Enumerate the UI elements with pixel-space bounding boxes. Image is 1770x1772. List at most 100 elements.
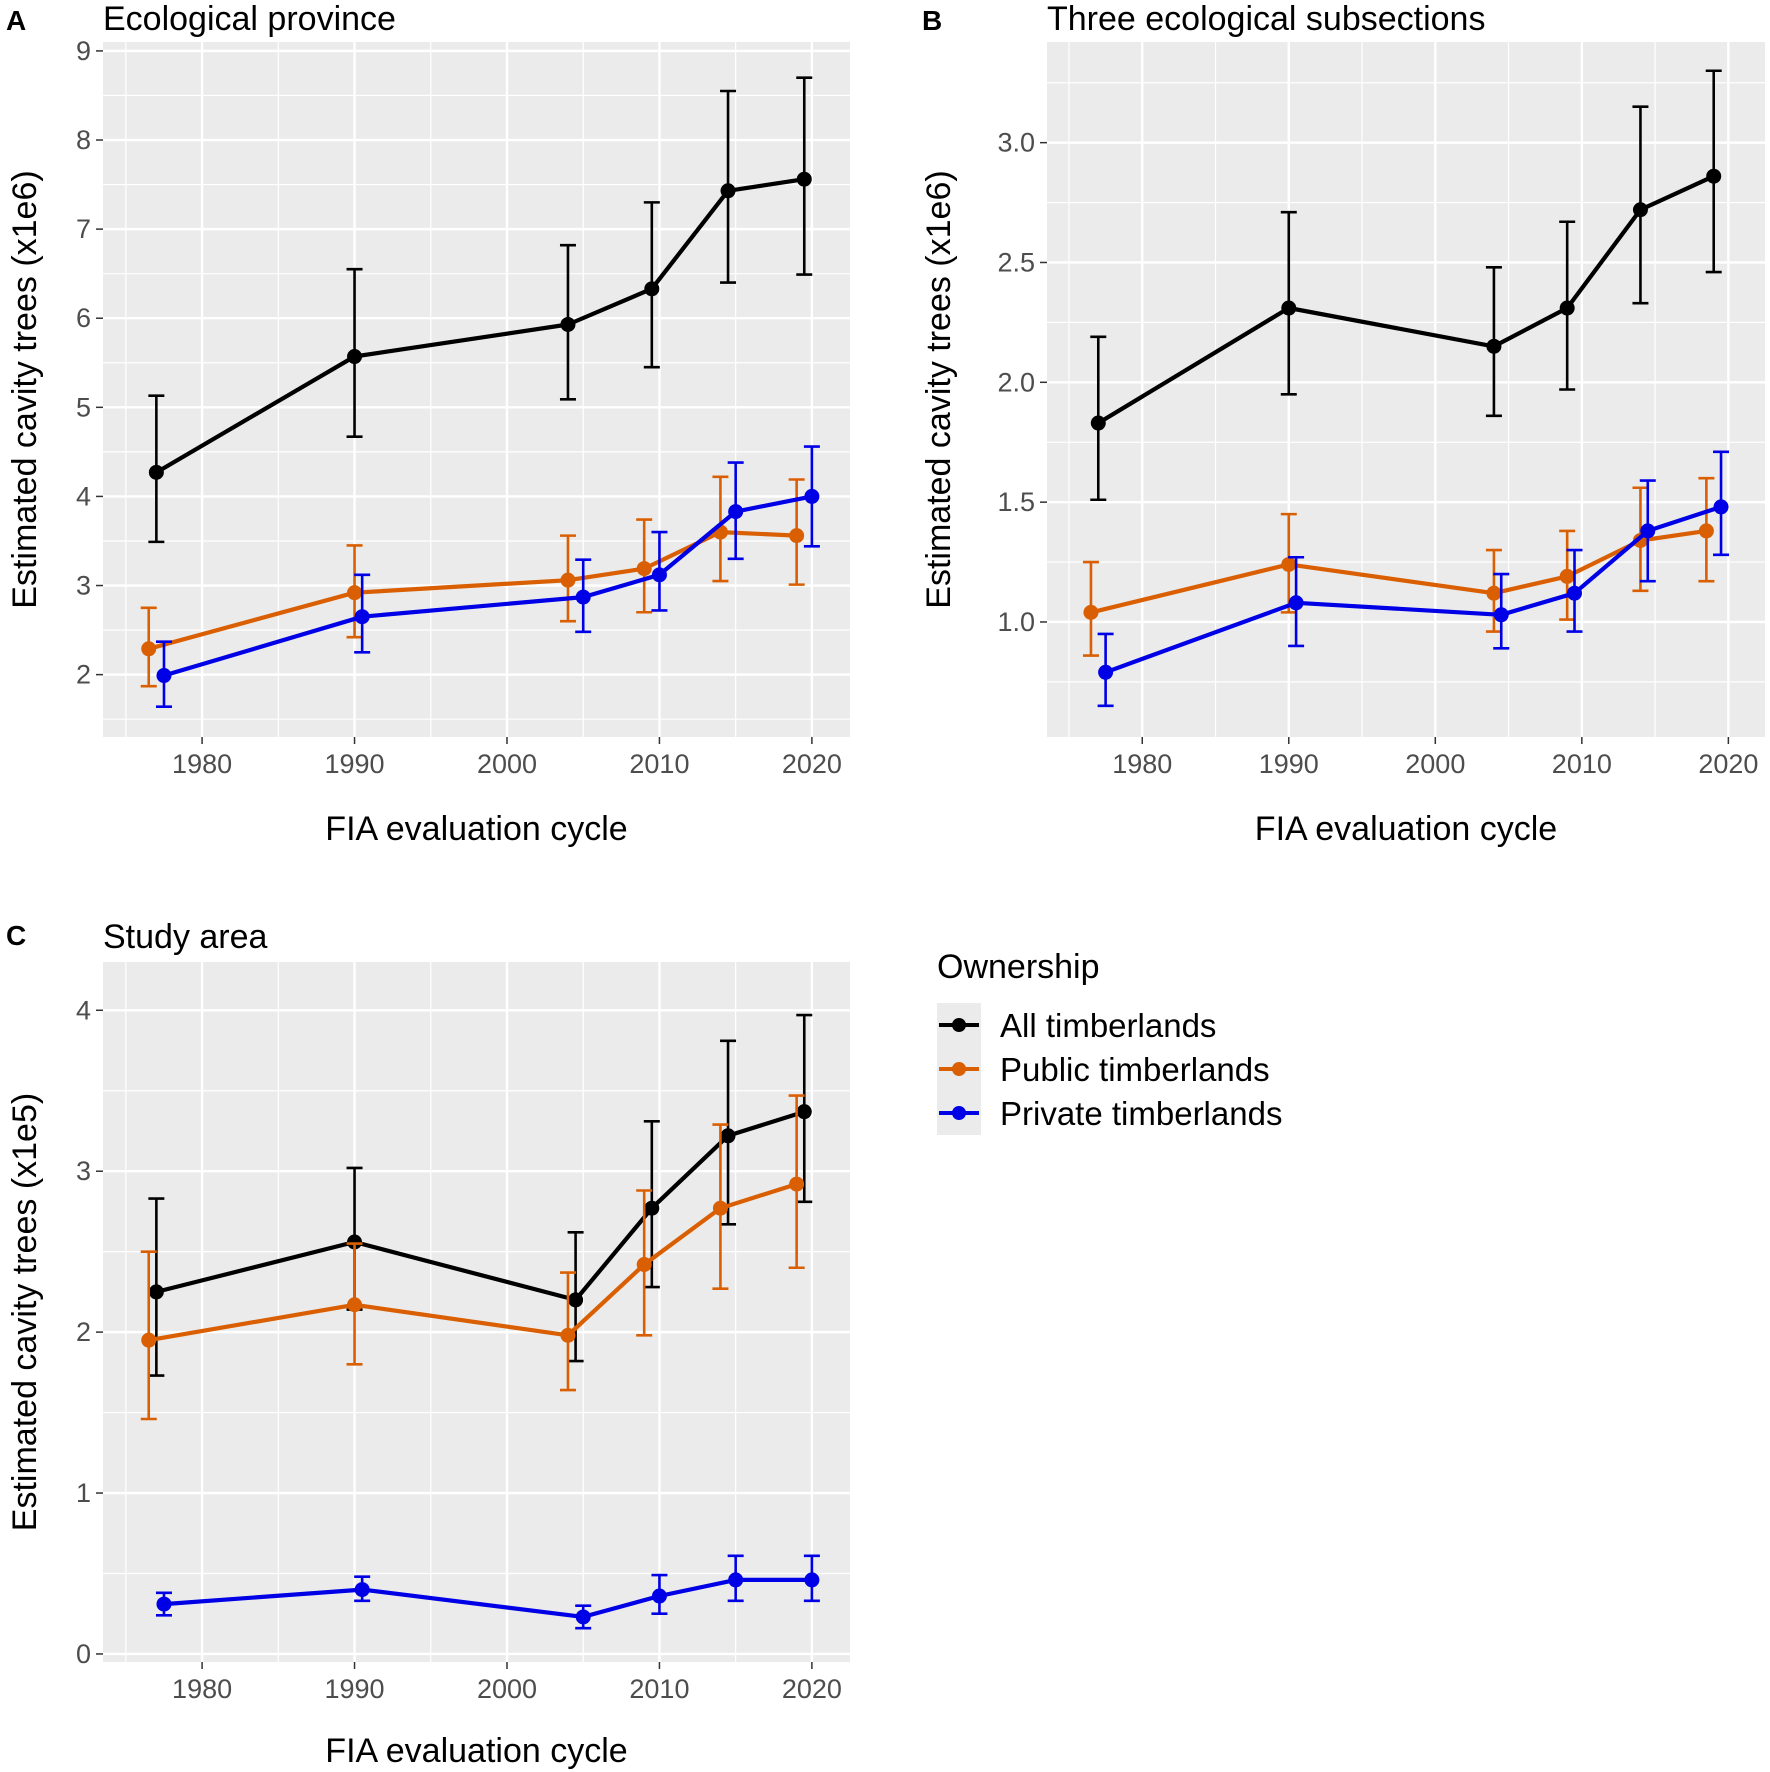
x-tick-label: 2020 xyxy=(1698,749,1758,779)
y-tick-label: 1.5 xyxy=(997,487,1035,517)
x-tick-label: 2000 xyxy=(1405,749,1465,779)
panel-b: 1980 1990 2000 2010 2020 1.0 1.5 2.0 2.5 3.0 B Thre… xyxy=(920,0,1765,848)
series-private-timberlands xyxy=(155,1554,820,1630)
data-point xyxy=(347,585,363,601)
y-tick-label: 6 xyxy=(76,303,91,333)
x-tick-label: 1980 xyxy=(172,749,232,779)
y-tick-label: 4 xyxy=(76,481,91,511)
data-point xyxy=(789,528,805,544)
y-tick-label: 9 xyxy=(76,36,91,66)
data-point xyxy=(636,1257,652,1273)
panel-title: Three ecological subsections xyxy=(1047,0,1485,38)
x-tick-label: 1990 xyxy=(325,1674,385,1704)
y-tick-label: 2.0 xyxy=(997,367,1035,397)
x-tick-label: 2010 xyxy=(1552,749,1612,779)
data-point xyxy=(354,609,370,625)
data-point xyxy=(728,504,744,520)
y-axis-title: Estimated cavity trees (x1e6) xyxy=(6,170,44,608)
y-tick-label: 0 xyxy=(76,1639,91,1669)
data-point xyxy=(560,1327,576,1343)
data-point xyxy=(644,281,660,297)
series-public-timberlands xyxy=(1082,476,1715,657)
y-tick-label: 3.0 xyxy=(997,128,1035,158)
y-tick-label: 3 xyxy=(76,1156,91,1186)
data-point xyxy=(347,1297,363,1313)
y-tick-label: 3 xyxy=(76,571,91,601)
data-point xyxy=(644,1200,660,1216)
x-axis-title: FIA evaluation cycle xyxy=(325,1732,627,1770)
series-all-timberlands xyxy=(148,76,813,544)
data-point xyxy=(636,561,652,577)
legend-title: Ownership xyxy=(937,948,1100,986)
data-point xyxy=(1698,523,1714,539)
data-point xyxy=(1486,585,1502,601)
data-point xyxy=(354,1582,370,1598)
y-tick-label: 2 xyxy=(76,660,91,690)
plot-background xyxy=(103,42,850,737)
data-point xyxy=(720,183,736,199)
data-point xyxy=(156,668,172,684)
x-tick-label: 1990 xyxy=(325,749,385,779)
data-point xyxy=(796,171,812,187)
data-point xyxy=(560,572,576,588)
data-point xyxy=(1559,568,1575,584)
data-point xyxy=(1559,300,1575,316)
data-point xyxy=(1493,607,1509,623)
data-point xyxy=(796,1104,812,1120)
y-tick-label: 1 xyxy=(76,1478,91,1508)
panel-a: 1980 1990 2000 2010 2020 2 3 4 5 6 7 8 9 A Ecological … xyxy=(6,0,850,848)
plot-background xyxy=(103,962,850,1662)
panel-title: Ecological province xyxy=(103,0,396,38)
data-point xyxy=(1567,585,1583,601)
legend-key-point xyxy=(952,1106,966,1120)
data-point xyxy=(575,589,591,605)
data-point xyxy=(728,1572,744,1588)
series-line xyxy=(155,177,805,475)
y-tick-label: 1.0 xyxy=(997,607,1035,637)
data-point xyxy=(1632,202,1648,218)
series-line xyxy=(155,1109,805,1303)
data-point xyxy=(712,1200,728,1216)
legend-label: All timberlands xyxy=(1000,1007,1216,1044)
x-axis-title: FIA evaluation cycle xyxy=(325,810,627,848)
panel-letter: A xyxy=(6,5,26,36)
data-point xyxy=(347,1234,363,1250)
data-point xyxy=(804,1572,820,1588)
series-all-timberlands xyxy=(1090,69,1722,502)
y-axis-title: Estimated cavity trees (x1e5) xyxy=(6,1093,44,1531)
data-point xyxy=(141,641,157,657)
data-point xyxy=(720,1128,736,1144)
y-axis-title: Estimated cavity trees (x1e6) xyxy=(920,170,958,608)
data-point xyxy=(1640,523,1656,539)
x-tick-label: 2010 xyxy=(629,749,689,779)
data-point xyxy=(1288,595,1304,611)
data-point xyxy=(1090,415,1106,431)
data-point xyxy=(347,349,363,365)
data-point xyxy=(148,464,164,480)
x-tick-label: 2000 xyxy=(477,1674,537,1704)
series-line xyxy=(148,529,797,651)
data-point xyxy=(651,567,667,583)
series-line xyxy=(1104,504,1722,675)
data-point xyxy=(560,316,576,332)
legend-key-point xyxy=(952,1062,966,1076)
y-tick-label: 2.5 xyxy=(997,247,1035,277)
data-point xyxy=(1281,556,1297,572)
series-public-timberlands xyxy=(140,1094,805,1421)
legend: Ownership All timberlands Public timberla… xyxy=(937,948,1282,1135)
legend-label: Public timberlands xyxy=(1000,1051,1270,1088)
series-private-timberlands xyxy=(1097,450,1730,708)
data-point xyxy=(1098,664,1114,680)
data-point xyxy=(1281,300,1297,316)
legend-key-point xyxy=(952,1018,966,1032)
data-point xyxy=(148,1284,164,1300)
series-private-timberlands xyxy=(155,445,820,709)
data-point xyxy=(156,1596,172,1612)
data-point xyxy=(1706,168,1722,184)
y-tick-label: 5 xyxy=(76,392,91,422)
x-tick-label: 2020 xyxy=(782,1674,842,1704)
panel-letter: B xyxy=(922,5,942,36)
x-tick-label: 1980 xyxy=(172,1674,232,1704)
data-point xyxy=(789,1176,805,1192)
